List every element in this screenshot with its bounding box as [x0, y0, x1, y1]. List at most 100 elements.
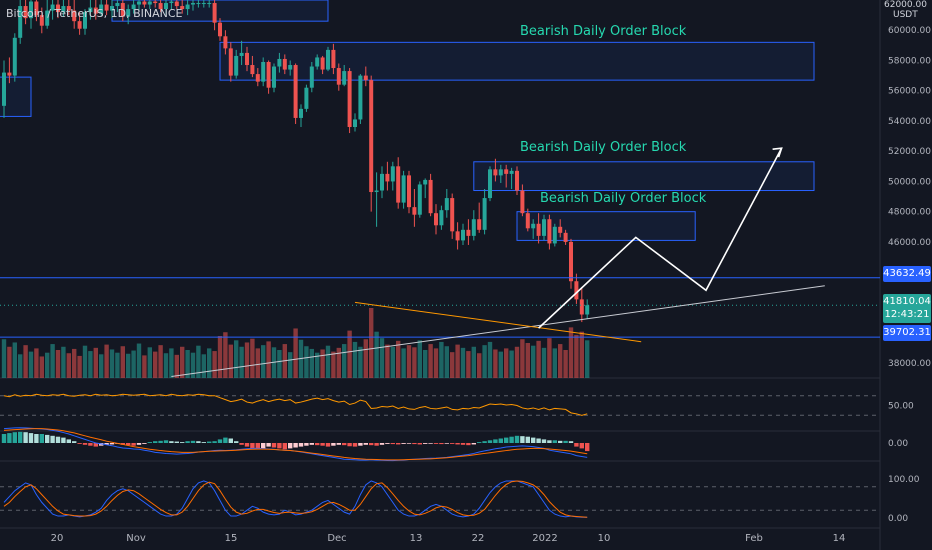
- volume-bar-80: [433, 348, 439, 378]
- price-tag-upper: 43632.49: [883, 266, 931, 282]
- candle-body-22: [120, 3, 125, 17]
- volume-bar-10: [55, 350, 61, 378]
- volume-bar-79: [428, 344, 433, 378]
- macd-histogram-bar-103: [558, 440, 563, 443]
- volume-bar-92: [498, 351, 503, 378]
- ascending-trendline: [171, 285, 825, 377]
- price-tag-lower: 39702.31: [883, 325, 931, 341]
- candle-body-46: [250, 65, 255, 75]
- volume-bar-96: [520, 339, 525, 378]
- candle-body-27: [147, 1, 152, 5]
- candle-body-88: [477, 219, 482, 230]
- volume-bar-13: [72, 348, 77, 378]
- stoch-tick-0: 100.00: [888, 475, 920, 485]
- macd-histogram-bar-1: [7, 433, 12, 443]
- macd-histogram-bar-87: [471, 443, 476, 445]
- volume-bar-85: [460, 347, 466, 378]
- candle-body-39: [212, 3, 217, 23]
- time-tick-1: Nov: [126, 533, 146, 544]
- volume-bar-71: [385, 344, 390, 378]
- volume-bar-47: [255, 348, 260, 378]
- volume-bar-20: [109, 349, 115, 378]
- macd-histogram-bar-16: [88, 443, 93, 446]
- macd-histogram-bar-69: [374, 443, 379, 446]
- volume-bar-100: [541, 347, 547, 378]
- volume-bar-106: [574, 334, 579, 378]
- volume-bar-58: [315, 352, 320, 378]
- macd-histogram-bar-25: [136, 443, 142, 445]
- volume-bar-104: [563, 350, 568, 378]
- price-tick-4: 46000.00: [888, 238, 931, 248]
- macd-histogram-bar-101: [547, 440, 552, 443]
- candle-body-77: [417, 184, 422, 215]
- macd-histogram-bar-40: [217, 439, 223, 443]
- candle-body-51: [277, 58, 282, 67]
- volume-bar-30: [163, 353, 169, 378]
- candle-body-53: [288, 65, 293, 70]
- macd-histogram-bar-78: [423, 443, 428, 444]
- candle-body-48: [261, 61, 266, 82]
- macd-histogram-bar-70: [379, 443, 385, 445]
- macd-histogram-bar-41: [223, 437, 228, 443]
- candle-body-52: [282, 58, 287, 70]
- candle-body-0: [2, 72, 6, 106]
- macd-histogram-bar-85: [460, 443, 466, 445]
- macd-histogram-bar-104: [563, 440, 568, 443]
- volume-bar-4: [23, 345, 28, 378]
- candle-body-90: [488, 169, 492, 199]
- volume-bar-103: [558, 344, 563, 378]
- macd-histogram-bar-58: [315, 443, 320, 446]
- volume-bar-65: [352, 341, 358, 378]
- candle-body-92: [498, 169, 503, 176]
- candle-body-1: [7, 72, 12, 76]
- candle-body-30: [164, 3, 168, 10]
- candle-body-29: [158, 3, 163, 10]
- volume-bar-22: [120, 346, 125, 378]
- candle-body-14: [77, 21, 82, 29]
- candle-body-82: [444, 198, 449, 211]
- candle-body-101: [547, 219, 552, 244]
- projection-arrowhead: [772, 147, 783, 158]
- candle-body-69: [374, 190, 379, 193]
- time-axis[interactable]: 20 Nov 15 Dec 13 22 2022 10 Feb 14: [51, 533, 846, 544]
- macd-histogram-bar-2: [12, 432, 17, 443]
- volume-bar-1: [7, 346, 12, 378]
- volume-bar-6: [34, 348, 39, 378]
- volume-bar-27: [147, 347, 152, 378]
- candle-body-41: [223, 36, 228, 49]
- macd-histogram-bar-0: [1, 434, 7, 443]
- macd-histogram-bar-29: [158, 440, 163, 443]
- candle-body-55: [299, 108, 303, 118]
- macd-histogram-bar-23: [126, 443, 131, 446]
- candle-body-71: [385, 173, 390, 182]
- candle-body-94: [509, 170, 514, 174]
- macd-histogram-bar-60: [325, 443, 331, 447]
- volume-bar-31: [169, 348, 174, 378]
- candle-body-37: [201, 3, 206, 5]
- macd-histogram-bar-44: [239, 443, 244, 445]
- macd-histogram-bar-20: [109, 443, 115, 445]
- macd-histogram-bar-45: [244, 443, 250, 447]
- volume-bar-61: [331, 351, 336, 378]
- time-tick-9: 14: [833, 533, 846, 544]
- macd-histogram-bar-66: [358, 443, 363, 446]
- macd-histogram-bar-81: [439, 443, 444, 445]
- candle-body-96: [520, 190, 525, 214]
- macd-histogram-bar-73: [396, 443, 401, 445]
- macd-histogram-bar-84: [455, 443, 460, 445]
- macd-histogram-bar-80: [433, 443, 439, 444]
- candle-body-75: [407, 175, 411, 208]
- macd-histogram-bar-52: [282, 443, 287, 450]
- macd-histogram-bar-7: [39, 434, 44, 443]
- macd-signal-line: [3, 428, 588, 461]
- macd-histogram-bar-22: [120, 443, 125, 445]
- grid-layer: [0, 0, 881, 550]
- candle-body-62: [336, 68, 341, 85]
- volume-bar-43: [234, 340, 239, 378]
- volume-bar-46: [250, 338, 255, 378]
- macd-histogram-bar-47: [255, 443, 260, 450]
- candle-body-83: [450, 198, 455, 232]
- volume-bar-88: [477, 353, 482, 378]
- candle-body-10: [56, 4, 60, 13]
